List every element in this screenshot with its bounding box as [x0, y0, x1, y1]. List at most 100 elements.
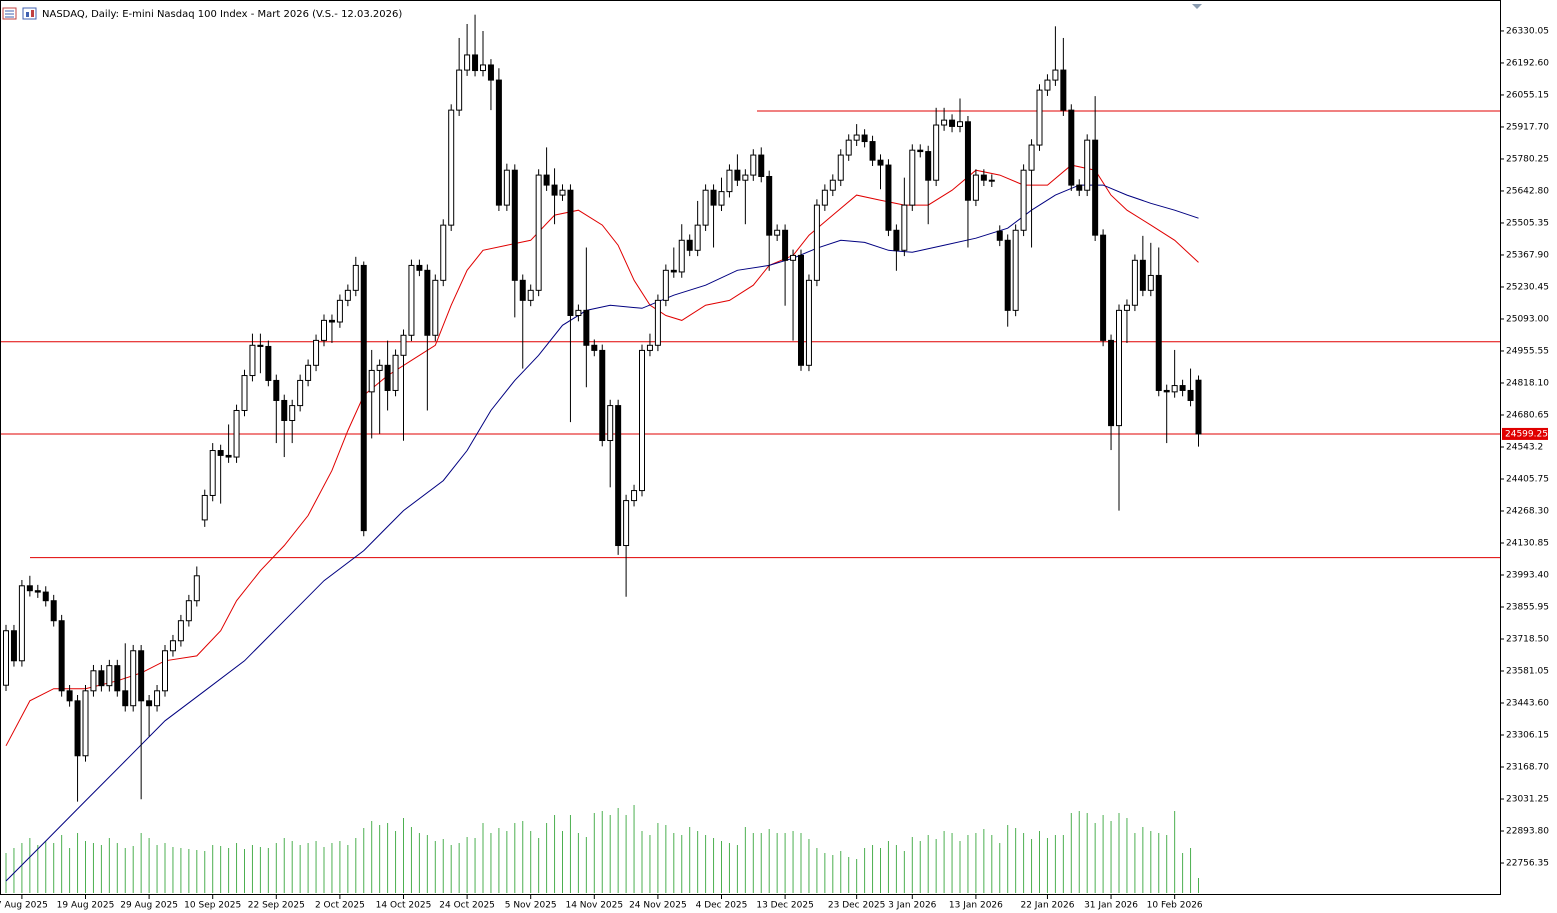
candle-body — [464, 54, 471, 71]
x-tick-label: 22 Jan 2026 — [1020, 901, 1074, 911]
candle-body — [798, 254, 804, 366]
candle-body — [281, 399, 288, 421]
candle-body — [169, 640, 176, 652]
y-tick-label: 26192.60 — [1506, 58, 1549, 68]
candle-body — [289, 405, 296, 421]
candle-body — [408, 264, 415, 336]
candle-body — [114, 665, 121, 692]
y-tick-label: 24405.75 — [1506, 474, 1549, 484]
candle-body — [3, 630, 9, 686]
candle-body — [710, 189, 717, 206]
candle-body — [933, 124, 940, 181]
candle-body — [917, 149, 924, 153]
candle-body — [336, 299, 343, 323]
candles — [3, 14, 1202, 802]
x-tick-label: 19 Aug 2025 — [57, 901, 115, 911]
moving-average — [5, 184, 1199, 882]
candle-body — [217, 450, 224, 456]
candle-body — [1116, 309, 1122, 427]
candle-body — [98, 670, 105, 687]
y-tick-label: 24680.65 — [1506, 410, 1549, 420]
candle-body — [440, 224, 447, 281]
candle-body — [1084, 139, 1091, 191]
candle-body — [988, 179, 995, 182]
y-tick-label: 24955.55 — [1506, 346, 1549, 356]
candle-body — [328, 319, 335, 323]
candle-body — [456, 69, 463, 111]
moving-average — [5, 164, 1199, 747]
candle-body — [885, 164, 892, 231]
icon — [31, 10, 34, 17]
candle-body — [34, 590, 41, 593]
plot-frame — [0, 0, 1501, 895]
candle-body — [416, 264, 423, 271]
candle-body — [209, 450, 216, 496]
price-tag — [1502, 427, 1548, 440]
candle-body — [376, 364, 383, 371]
candle-body — [487, 64, 494, 81]
axes: 26330.05 26192.60 26055.15 25917.70 25780.25… — [0, 26, 1549, 910]
candle-body — [654, 299, 661, 346]
candle-body — [853, 134, 860, 141]
candle-body — [964, 121, 971, 201]
candle-body — [201, 494, 208, 521]
candle-body — [66, 690, 73, 702]
candle-body — [949, 119, 956, 127]
y-tick-label: 24130.85 — [1506, 538, 1549, 548]
candle-body — [503, 169, 510, 206]
candle-body — [599, 349, 606, 442]
y-tick-label: 23993.40 — [1506, 570, 1549, 580]
x-tick-label: 31 Jan 2026 — [1084, 901, 1138, 911]
x-tick-label: 7 Aug 2025 — [0, 901, 48, 911]
y-tick-label: 23306.15 — [1506, 731, 1549, 741]
candle-body — [511, 169, 518, 281]
chart-title: NASDAQ, Daily: E-mini Nasdaq 100 Index -… — [42, 9, 402, 20]
candle-body — [750, 154, 757, 176]
candle-body — [42, 591, 49, 602]
candle-body — [1123, 304, 1130, 311]
candle-body — [185, 600, 192, 622]
candle-body — [615, 405, 622, 547]
candle-body — [805, 279, 812, 366]
candle-body — [972, 174, 979, 201]
y-tick-label: 26330.05 — [1506, 26, 1549, 36]
x-tick-label: 14 Nov 2025 — [565, 901, 623, 911]
candle-body — [1155, 274, 1162, 391]
y-tick-label: 25642.80 — [1506, 186, 1549, 196]
candle-body — [686, 239, 693, 251]
shift-marker — [1192, 4, 1202, 9]
candle-body — [225, 454, 232, 458]
candle-body — [845, 139, 852, 156]
candle-body — [146, 700, 153, 707]
x-tick-label: 14 Oct 2025 — [376, 901, 432, 911]
x-tick-label: 2 Oct 2025 — [315, 901, 365, 911]
candle-body — [154, 690, 161, 707]
candle-body — [829, 179, 836, 191]
moving-averages — [5, 164, 1199, 882]
candle-body — [177, 620, 184, 642]
candle-body — [623, 500, 630, 547]
volume-pane — [5, 805, 1199, 893]
candle-body — [869, 141, 876, 161]
candle-body — [861, 134, 868, 143]
candle-body — [257, 344, 264, 347]
candle-body — [1147, 274, 1154, 291]
candle-body — [495, 79, 502, 206]
x-tick-label: 10 Feb 2026 — [1147, 901, 1203, 911]
candle-body — [1020, 169, 1027, 231]
candle-body — [1100, 234, 1107, 341]
candle-body — [631, 490, 638, 502]
candle-body — [694, 224, 701, 251]
price-tag-label: 24599.25 — [1505, 429, 1548, 439]
candle-body — [1004, 239, 1011, 311]
x-tick-label: 23 Dec 2025 — [828, 901, 886, 911]
candle-body — [567, 189, 574, 316]
candle-body — [670, 269, 677, 273]
candle-body — [1195, 379, 1202, 435]
candle-body — [1028, 144, 1035, 171]
y-tick-label: 23718.50 — [1506, 635, 1549, 645]
candle-body — [1036, 89, 1043, 146]
candle-body — [106, 665, 113, 687]
